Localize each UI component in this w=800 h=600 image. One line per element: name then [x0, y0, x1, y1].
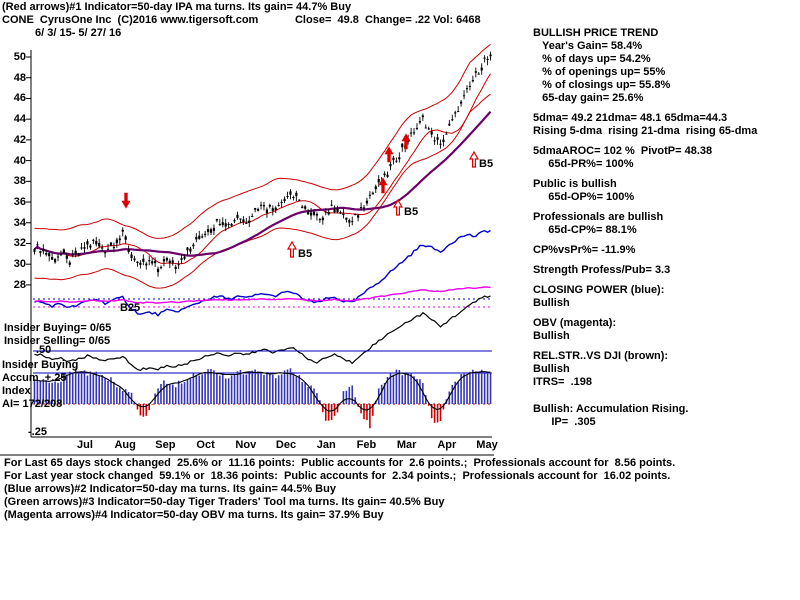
- price-tick-44: 44: [13, 113, 26, 126]
- level-neg25-label: -.25: [28, 426, 47, 438]
- price-tick-36: 36: [13, 196, 26, 209]
- analysis-line: [533, 237, 757, 244]
- analysis-line: [533, 277, 757, 284]
- insider-buying-label: Insider Buying= 0/65: [4, 322, 112, 334]
- analysis-line: [533, 343, 757, 350]
- analysis-panel: BULLISH PRICE TREND Year's Gain= 58.4% %…: [533, 27, 757, 429]
- buy-signal-arrow-icon: [392, 198, 404, 216]
- analysis-line: [533, 138, 757, 145]
- analysis-line: [533, 257, 757, 264]
- analysis-line: Bullish: [533, 330, 570, 342]
- price-tick-28: 28: [13, 278, 26, 291]
- accum-index-label: Index: [2, 385, 31, 397]
- level-50-label: .50: [36, 344, 52, 356]
- price-tick-46: 46: [13, 92, 26, 105]
- buy-signal-arrow-icon: [378, 177, 388, 194]
- price-tick-40: 40: [13, 154, 26, 167]
- analysis-line: [533, 310, 757, 317]
- analysis-line: Rising 5-dma rising 21-dma rising 65-dma: [533, 125, 758, 137]
- analysis-line: Bullish: [533, 363, 570, 375]
- analysis-line: REL.STR..VS DJI (brown):: [533, 350, 669, 362]
- analysis-line: [533, 389, 757, 396]
- month-label-dec: Dec: [275, 439, 297, 451]
- buy-signal-arrow-icon: [401, 133, 411, 150]
- month-label-feb: Feb: [356, 439, 377, 451]
- buy-signal-arrow-icon: [468, 150, 480, 168]
- analysis-line: 65d-OP%= 100%: [533, 191, 635, 203]
- signal-label-b25: B25: [120, 302, 141, 314]
- footer-line: For Last 65 days stock changed 25.6% or …: [4, 457, 676, 469]
- analysis-line: % of days up= 54.2%: [533, 53, 651, 65]
- insider-selling-label: Insider Selling= 0/65: [4, 335, 111, 347]
- footer-line: (Blue arrows)#2 Indicator=50-day ma turn…: [4, 483, 336, 495]
- footer-line: For Last year stock changed 59.1% or 18.…: [4, 470, 671, 482]
- signal-label-b5: B5: [479, 158, 494, 170]
- analysis-line: [533, 171, 757, 178]
- analysis-line: Bullish: Accumulation Rising.: [533, 403, 689, 415]
- analysis-line: 5dmaAROC= 102 % PivotP= 48.38: [533, 145, 713, 157]
- accum-plus25-label: Accum +.25: [2, 372, 67, 384]
- chart-date-range: 6/ 3/ 15- 5/ 27/ 16: [35, 27, 122, 39]
- signal-label-b5: B5: [298, 248, 313, 260]
- analysis-line: [533, 105, 757, 112]
- analysis-line: [533, 204, 757, 211]
- month-label-oct: Oct: [196, 439, 215, 451]
- analysis-line: 65d-CP%= 88.1%: [533, 224, 637, 236]
- month-label-sep: Sep: [155, 439, 176, 451]
- month-label-jan: Jan: [316, 439, 336, 451]
- accum-index-title: Insider Buying: [2, 359, 79, 371]
- analysis-line: % of openings up= 55%: [533, 66, 666, 78]
- buy-signal-arrow-icon: [286, 240, 298, 258]
- price-tick-32: 32: [13, 237, 26, 250]
- analysis-line: BULLISH PRICE TREND: [533, 27, 659, 39]
- price-tick-42: 42: [13, 133, 26, 146]
- analysis-line: Public is bullish: [533, 178, 617, 190]
- price-tick-34: 34: [13, 216, 26, 229]
- price-tick-38: 38: [13, 175, 26, 188]
- analysis-line: CLOSING POWER (blue):: [533, 284, 665, 296]
- month-label-apr: Apr: [437, 439, 457, 451]
- month-label-jul: Jul: [77, 439, 93, 451]
- signal-label-b5: B5: [404, 206, 419, 218]
- ticker-header: CONE CyrusOne Inc (C)2016 www.tigersoft.…: [2, 14, 481, 26]
- analysis-line: 65d-PR%= 100%: [533, 158, 634, 170]
- month-label-nov: Nov: [235, 439, 257, 451]
- analysis-line: CP%vsPr%= -11.9%: [533, 244, 636, 256]
- sell-signal-arrow-icon: [121, 192, 131, 209]
- price-tick-30: 30: [13, 258, 26, 271]
- analysis-line: IP= .305: [533, 416, 596, 428]
- indicator1-summary: (Red arrows)#1 Indicator=50-day IPA ma t…: [2, 1, 352, 13]
- footer-line: (Green arrows)#3 Indicator=50-day Tiger …: [4, 496, 445, 508]
- price-tick-50: 50: [13, 51, 26, 63]
- footer-line: (Magenta arrows)#4 Indicator=50-day OBV …: [4, 509, 384, 521]
- month-label-aug: Aug: [114, 439, 136, 451]
- analysis-line: ITRS= .198: [533, 376, 593, 388]
- month-label-may: May: [476, 439, 498, 451]
- analysis-line: Strength Profess/Pub= 3.3: [533, 264, 671, 276]
- analysis-line: [533, 396, 757, 403]
- analysis-line: 65-day gain= 25.6%: [533, 92, 644, 104]
- analysis-line: OBV (magenta):: [533, 317, 617, 329]
- ai-ratio-label: AI= 172/208: [2, 398, 63, 410]
- analysis-line: Bullish: [533, 297, 570, 309]
- analysis-line: % of closings up= 55.8%: [533, 79, 671, 91]
- price-tick-48: 48: [13, 71, 26, 84]
- footer-summary: For Last 65 days stock changed 25.6% or …: [4, 457, 675, 522]
- analysis-line: 5dma= 49.2 21dma= 48.1 65dma=44.3: [533, 112, 728, 124]
- month-label-mar: Mar: [396, 439, 417, 451]
- analysis-line: Year's Gain= 58.4%: [533, 40, 643, 52]
- analysis-line: Professionals are bullish: [533, 211, 664, 223]
- buy-signal-arrow-icon: [384, 146, 394, 163]
